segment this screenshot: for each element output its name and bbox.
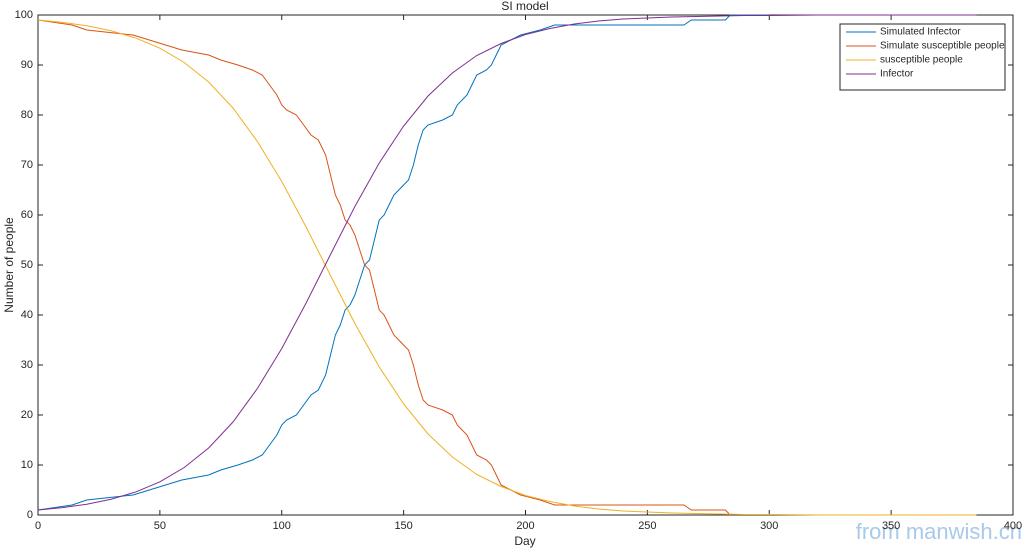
y-tick-label: 70 [21, 159, 33, 171]
x-tick-label: 350 [882, 520, 900, 532]
x-tick-label: 400 [1004, 520, 1022, 532]
x-tick-label: 50 [154, 520, 166, 532]
x-tick-label: 0 [35, 520, 41, 532]
series-line [37, 19, 977, 516]
x-tick-label: 100 [273, 520, 291, 532]
y-tick-label: 20 [21, 409, 33, 421]
x-tick-label: 300 [760, 520, 778, 532]
legend-label: Infector [880, 69, 914, 80]
y-tick-label: 30 [21, 359, 33, 371]
y-tick-label: 60 [21, 209, 33, 221]
x-tick-label: 150 [394, 520, 412, 532]
watermark: from manwish.cn [856, 519, 1022, 544]
chart-title: SI model [501, 0, 548, 13]
x-tick-label: 200 [516, 520, 534, 532]
y-tick-label: 40 [21, 309, 33, 321]
y-tick-label: 50 [21, 259, 33, 271]
series-line [37, 14, 977, 511]
legend-label: Simulate susceptible people [880, 41, 1005, 52]
plot-area [37, 14, 1014, 516]
x-axis-label: Day [514, 534, 535, 548]
y-tick-label: 0 [27, 509, 33, 521]
legend-label: Simulated Infector [880, 27, 961, 38]
legend-box [839, 23, 1006, 91]
series-line [37, 14, 770, 511]
legend-label: susceptible people [880, 55, 963, 66]
series-line [37, 19, 731, 516]
y-tick-label: 90 [21, 59, 33, 71]
y-tick-label: 100 [15, 9, 33, 21]
y-tick-label: 80 [21, 109, 33, 121]
x-tick-label: 250 [638, 520, 656, 532]
y-axis-label: Number of people [2, 217, 16, 313]
y-tick-label: 10 [21, 459, 33, 471]
